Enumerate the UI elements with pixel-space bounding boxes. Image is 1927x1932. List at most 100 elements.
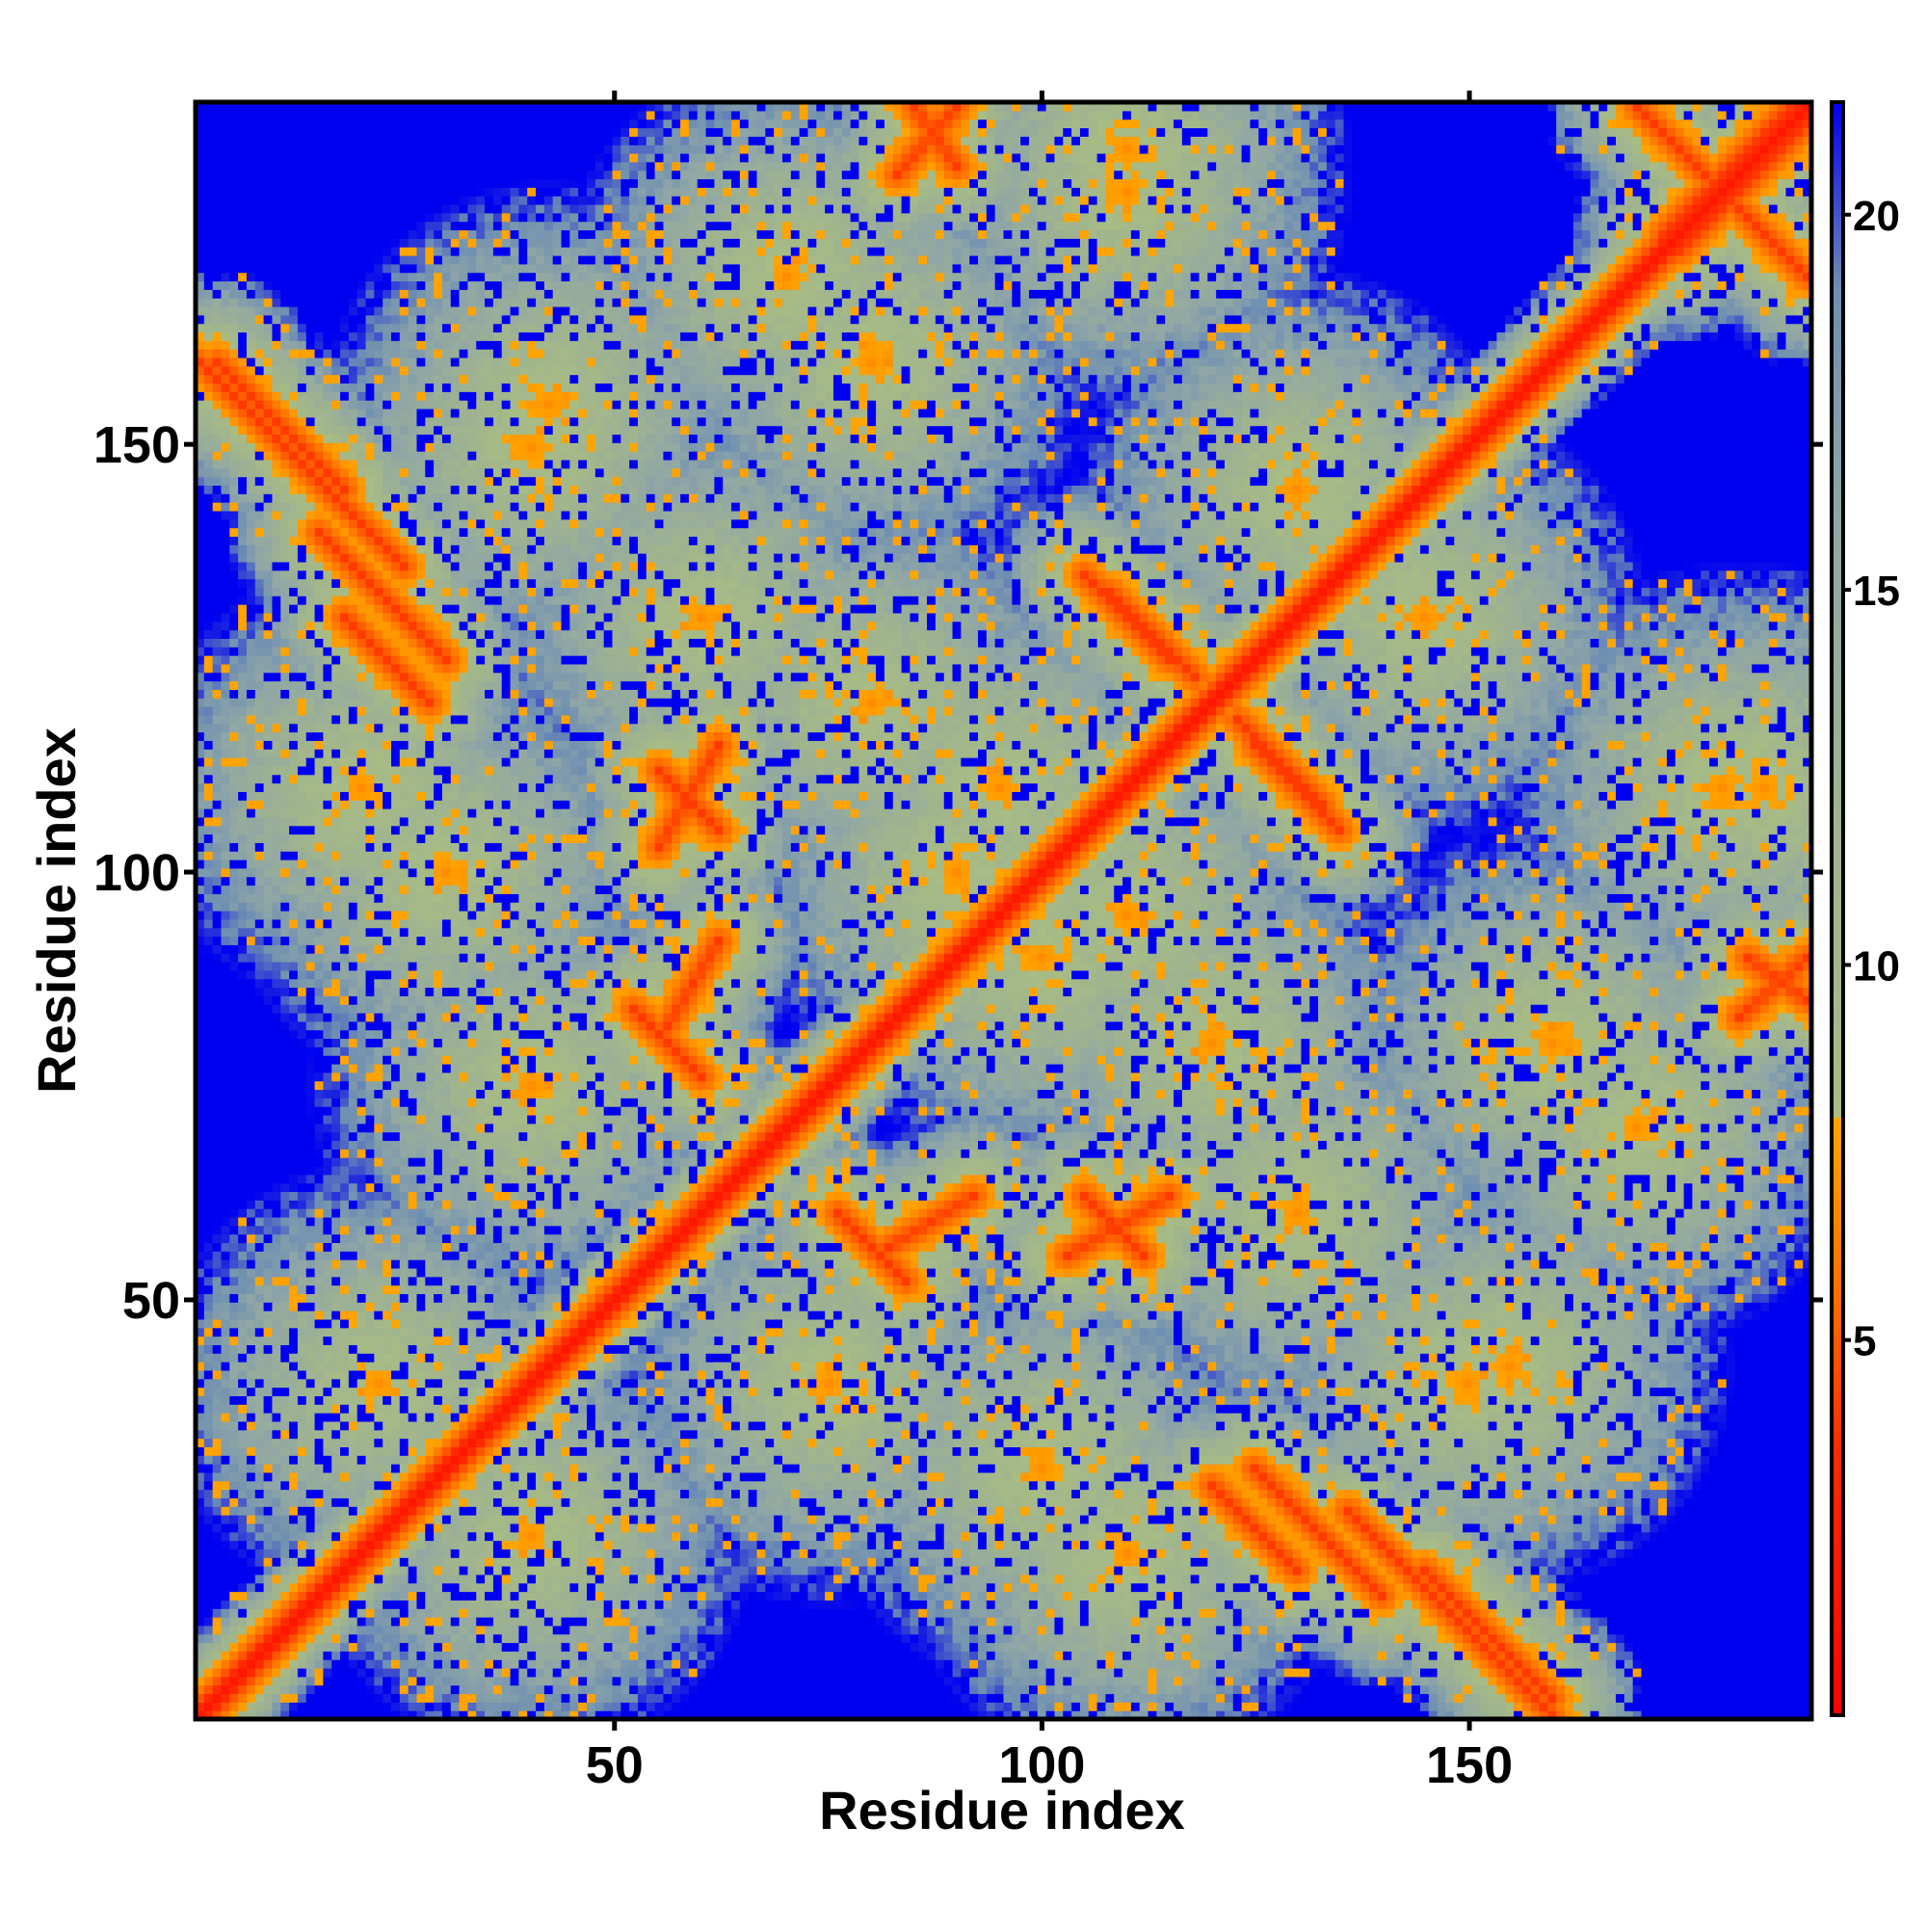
heatmap-cell xyxy=(314,595,324,605)
heatmap-cell xyxy=(229,298,239,307)
heatmap-cell xyxy=(305,1191,316,1201)
heatmap-cell xyxy=(254,145,265,154)
heatmap-cell xyxy=(212,1149,223,1158)
heatmap-cell xyxy=(391,1233,401,1244)
heatmap-cell xyxy=(297,391,307,401)
heatmap-cell xyxy=(331,969,341,980)
heatmap-cell xyxy=(246,918,256,929)
heatmap-cell xyxy=(305,911,316,920)
heatmap-cell xyxy=(289,1046,299,1056)
heatmap-cell xyxy=(246,902,256,912)
heatmap-cell xyxy=(289,612,299,622)
heatmap-cell xyxy=(263,544,274,554)
heatmap-cell xyxy=(212,808,223,818)
heatmap-cell xyxy=(289,145,299,154)
heatmap-cell xyxy=(297,1080,307,1091)
heatmap-cell xyxy=(331,434,341,443)
heatmap-cell xyxy=(323,1540,332,1549)
heatmap-cell xyxy=(383,740,392,750)
heatmap-cell xyxy=(348,1557,358,1567)
heatmap-cell xyxy=(340,1098,350,1107)
heatmap-cell xyxy=(331,136,341,146)
heatmap-cell xyxy=(280,1267,290,1278)
heatmap-cell xyxy=(272,314,281,325)
heatmap-cell xyxy=(203,1429,214,1440)
heatmap-cell xyxy=(348,314,358,325)
heatmap-cell xyxy=(254,1651,265,1660)
heatmap-cell xyxy=(331,1515,341,1524)
heatmap-cell xyxy=(305,1566,316,1575)
heatmap-cell xyxy=(272,553,281,563)
heatmap-cell xyxy=(212,1438,223,1447)
heatmap-cell xyxy=(408,647,418,656)
heatmap-cell xyxy=(323,1438,332,1447)
heatmap-cell xyxy=(196,510,205,520)
heatmap-cell xyxy=(238,969,248,980)
heatmap-cell xyxy=(289,1582,299,1593)
heatmap-cell xyxy=(408,1625,418,1635)
heatmap-cell xyxy=(272,1259,281,1269)
heatmap-cell xyxy=(238,936,248,945)
heatmap-cell xyxy=(280,212,290,223)
heatmap-cell xyxy=(399,987,409,996)
heatmap-cell xyxy=(229,263,239,274)
heatmap-cell xyxy=(221,1659,230,1669)
heatmap-cell xyxy=(221,1353,230,1363)
heatmap-cell xyxy=(408,1208,418,1218)
heatmap-cell xyxy=(374,663,383,674)
heatmap-cell xyxy=(238,1251,248,1260)
heatmap-cell xyxy=(340,254,350,265)
heatmap-cell xyxy=(203,1455,214,1465)
heatmap-cell xyxy=(196,885,205,894)
heatmap-cell xyxy=(408,1566,418,1575)
heatmap-cell xyxy=(331,706,341,716)
heatmap-cell xyxy=(196,289,205,299)
heatmap-cell xyxy=(356,816,367,827)
heatmap-cell xyxy=(391,782,401,792)
heatmap-cell xyxy=(365,1420,375,1431)
heatmap-cell xyxy=(254,1557,265,1567)
heatmap-cell xyxy=(289,1098,299,1107)
heatmap-cell xyxy=(272,1157,281,1167)
heatmap-cell xyxy=(263,1038,274,1047)
heatmap-cell xyxy=(374,1242,383,1252)
heatmap-cell xyxy=(203,1106,214,1116)
heatmap-cell xyxy=(229,1531,239,1542)
heatmap-cell xyxy=(365,731,375,741)
heatmap-cell xyxy=(289,1353,299,1363)
heatmap-cell xyxy=(331,621,341,631)
heatmap-cell xyxy=(203,1506,214,1516)
heatmap-cell xyxy=(254,876,265,887)
heatmap-cell xyxy=(238,749,248,758)
heatmap-cell xyxy=(238,485,248,494)
heatmap-cell xyxy=(221,331,230,341)
heatmap-cell xyxy=(229,331,239,341)
heatmap-cell xyxy=(280,1293,290,1303)
heatmap-cell xyxy=(383,1684,392,1695)
heatmap-cell xyxy=(305,289,316,299)
heatmap-cell xyxy=(212,152,223,163)
heatmap-cell xyxy=(314,1557,324,1567)
heatmap-cell xyxy=(297,221,307,231)
heatmap-cell xyxy=(314,485,324,494)
heatmap-cell xyxy=(272,212,281,223)
heatmap-cell xyxy=(391,731,401,741)
heatmap-cell xyxy=(254,791,265,801)
heatmap-cell xyxy=(305,161,316,172)
heatmap-cell xyxy=(305,1617,316,1627)
heatmap-cell xyxy=(374,1038,383,1047)
heatmap-cell xyxy=(399,229,409,239)
heatmap-cell xyxy=(212,1063,223,1073)
heatmap-cell xyxy=(331,152,341,163)
heatmap-cell xyxy=(289,587,299,596)
heatmap-cell xyxy=(365,1114,375,1125)
heatmap-cell xyxy=(272,1293,281,1303)
heatmap-cell xyxy=(391,1702,401,1711)
heatmap-cell xyxy=(263,1557,274,1567)
heatmap-cell xyxy=(383,927,392,938)
heatmap-cell xyxy=(408,416,418,427)
heatmap-cell xyxy=(272,893,281,903)
heatmap-cell xyxy=(196,749,205,758)
heatmap-cell xyxy=(221,1310,230,1320)
heatmap-cell xyxy=(323,1574,332,1584)
